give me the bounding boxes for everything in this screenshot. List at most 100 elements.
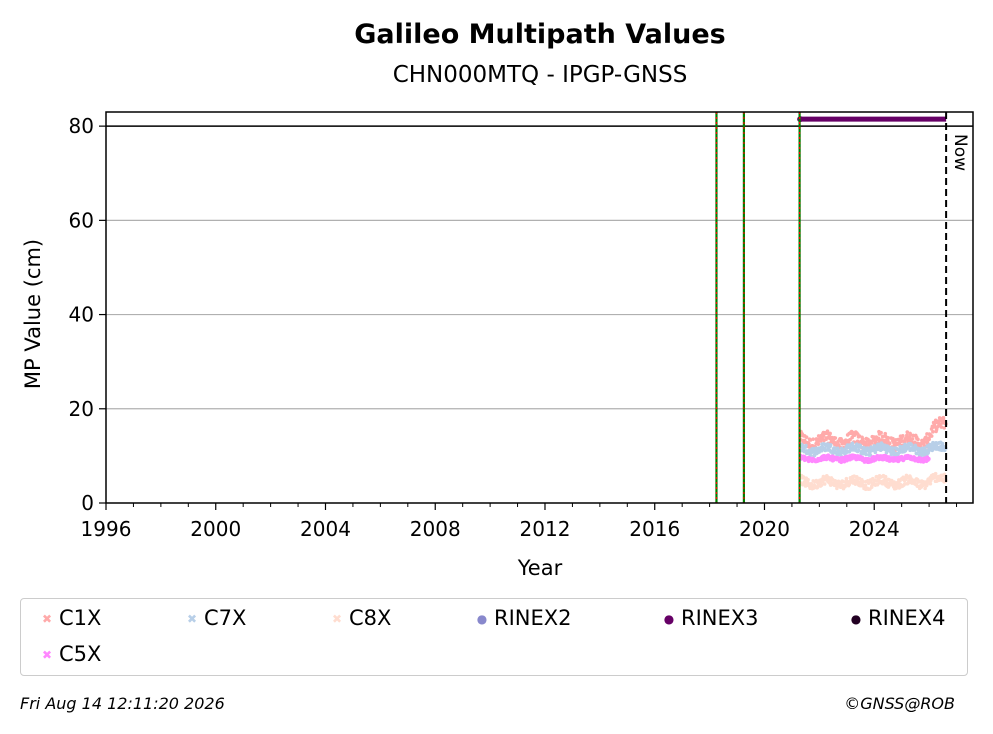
x-tick-label: 2004 xyxy=(300,517,351,541)
y-tick-label: 80 xyxy=(69,114,94,138)
y-tick-label: 20 xyxy=(69,397,94,421)
chart-title: Galileo Multipath Values xyxy=(354,19,726,50)
multipath-chart: Galileo Multipath Values CHN000MTQ - IPG… xyxy=(21,19,974,580)
y-tick-label: 60 xyxy=(69,208,94,232)
point-C1X xyxy=(887,441,892,446)
point-C1X xyxy=(804,435,809,439)
legend-marker-icon: ● xyxy=(476,612,488,626)
point-C8X xyxy=(819,483,824,487)
point-C1X xyxy=(929,434,934,438)
point-C8X xyxy=(822,482,827,486)
point-C1X xyxy=(913,440,917,445)
point-C1X xyxy=(922,440,927,444)
point-C1X xyxy=(905,430,910,434)
point-C8X xyxy=(907,480,912,485)
legend-label: RINEX2 xyxy=(494,606,572,630)
legend-marker-icon: ✖ xyxy=(186,612,198,626)
point-C5X xyxy=(927,457,931,461)
legend-label: RINEX3 xyxy=(681,606,759,630)
legend-label: RINEX4 xyxy=(868,606,946,630)
x-tick-label: 2024 xyxy=(849,517,900,541)
legend-label: C7X xyxy=(204,606,247,630)
legend-marker-icon: ✖ xyxy=(331,612,343,626)
point-C1X xyxy=(927,437,931,442)
y-tick-label: 40 xyxy=(69,303,94,327)
point-C1X xyxy=(910,437,915,441)
legend-item-c1x: ✖ C1X xyxy=(39,606,101,631)
x-tick-label: 2000 xyxy=(190,517,241,541)
point-C1X xyxy=(833,436,838,440)
x-tick-label: 2012 xyxy=(520,517,571,541)
copyright-credit: ©GNSS@ROB xyxy=(844,694,955,713)
x-tick-label: 2008 xyxy=(410,517,461,541)
point-C1X xyxy=(934,427,939,432)
point-C7X xyxy=(940,441,945,446)
y-axis-label: MP Value (cm) xyxy=(21,239,45,389)
legend-label: C1X xyxy=(59,606,102,630)
point-C8X xyxy=(863,483,868,487)
legend-label: C5X xyxy=(59,642,102,666)
point-C7X xyxy=(828,442,833,447)
legend-marker-icon: ● xyxy=(663,612,675,626)
point-C1X xyxy=(880,434,885,439)
point-C7X xyxy=(804,443,808,448)
point-C1X xyxy=(891,436,895,441)
point-C7X xyxy=(909,442,914,447)
x-tick-label: 1996 xyxy=(81,517,132,541)
now-label: Now xyxy=(950,134,970,171)
x-tick-label: 2020 xyxy=(739,517,790,541)
point-C1X xyxy=(916,437,920,442)
point-C1X xyxy=(924,435,928,440)
plot-frame xyxy=(105,111,974,504)
point-C7X xyxy=(800,443,805,448)
y-tick-label: 0 xyxy=(81,491,94,515)
point-C1X xyxy=(899,439,904,444)
point-C7X xyxy=(858,445,863,449)
point-C7X xyxy=(915,451,919,456)
point-C5X xyxy=(824,457,829,462)
series-layer xyxy=(797,116,948,492)
series-C5X xyxy=(798,453,931,465)
point-C1X xyxy=(908,432,913,437)
legend-marker-icon: ✖ xyxy=(41,648,53,662)
legend-marker-icon: ✖ xyxy=(41,612,53,626)
x-axis-label: Year xyxy=(517,556,563,580)
point-C7X xyxy=(850,441,855,446)
point-C1X xyxy=(824,437,828,441)
legend-item-c7x: ✖ C7X xyxy=(184,606,246,631)
axes: 0 20 40 60 80 1996 2000 2004 2008 2012 2016 2020 202… xyxy=(69,114,958,541)
point-C8X xyxy=(925,482,929,487)
point-C8X xyxy=(883,474,888,479)
point-C8X xyxy=(928,481,933,486)
point-C1X xyxy=(883,431,888,436)
legend-item-c8x: ✖ C8X xyxy=(329,606,391,631)
point-C1X xyxy=(811,437,815,441)
point-C7X xyxy=(864,452,868,457)
legend-item-rinex2: ● RINEX2 xyxy=(474,606,572,631)
point-C1X xyxy=(939,425,944,429)
series-C8X xyxy=(798,471,948,492)
point-C7X xyxy=(873,450,878,455)
chart-subtitle: CHN000MTQ - IPGP-GNSS xyxy=(393,62,688,88)
point-C1X xyxy=(905,433,909,438)
event-lines: Now xyxy=(106,112,973,503)
legend: ✖ C1X ✖ C7X ✖ C8X ● RINEX2 ● RINEX3 ● RINEX4 ✖ C5X xyxy=(20,598,968,676)
point-C7X xyxy=(922,446,927,450)
point-C8X xyxy=(806,477,810,482)
point-C8X xyxy=(923,486,927,491)
series-RINEX3 xyxy=(797,116,947,123)
legend-item-rinex3: ● RINEX3 xyxy=(661,606,759,631)
point-C1X xyxy=(933,425,937,429)
legend-marker-icon: ● xyxy=(850,612,862,626)
point-C7X xyxy=(856,448,861,453)
legend-item-c5x: ✖ C5X xyxy=(39,642,101,667)
point-C8X xyxy=(933,471,938,476)
point-C1X xyxy=(879,430,883,435)
series-C7X xyxy=(798,440,948,458)
legend-item-rinex4: ● RINEX4 xyxy=(848,606,946,631)
point-C1X xyxy=(931,430,935,434)
point-C8X xyxy=(861,479,865,484)
x-tick-label: 2016 xyxy=(629,517,680,541)
legend-label: C8X xyxy=(349,606,392,630)
point-C1X xyxy=(886,436,891,440)
